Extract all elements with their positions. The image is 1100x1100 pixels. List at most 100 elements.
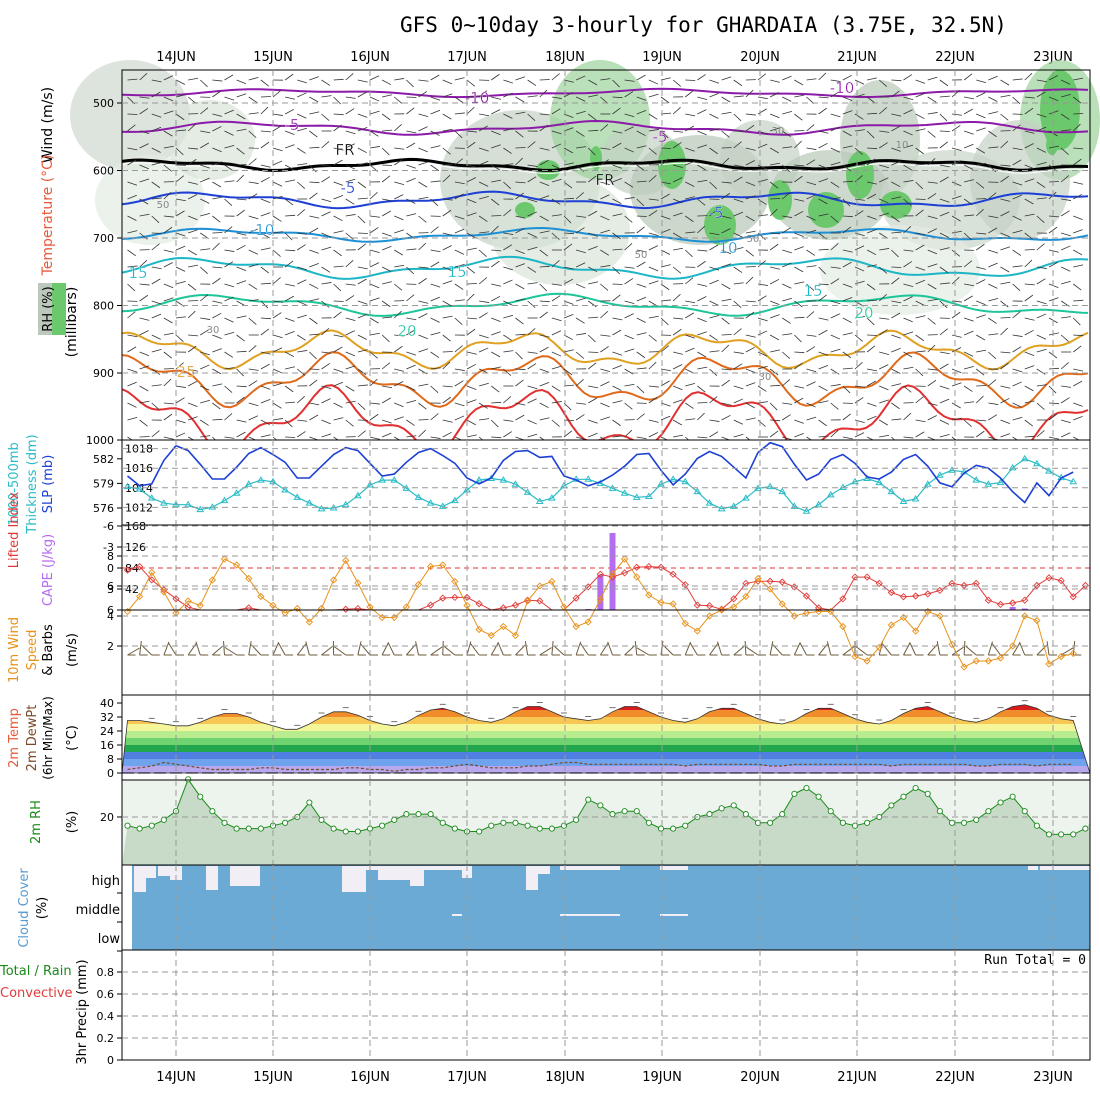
wind-barb: [988, 351, 997, 359]
wind-barb: [1036, 348, 1047, 353]
wind-barb: [333, 78, 344, 81]
wind-barb: [503, 266, 514, 271]
rh-point: [936, 808, 943, 815]
wind-speed-point: [451, 577, 459, 586]
wind-barb: [296, 368, 306, 376]
wind-barb: [1073, 193, 1083, 200]
wind-barb: [580, 643, 589, 656]
wind-barb: [345, 198, 355, 205]
wind-barb: [612, 364, 622, 370]
wind-barb: [1048, 75, 1059, 81]
date-label-top: 20JUN: [740, 50, 780, 65]
wind-barb: [479, 300, 490, 303]
wind-barb: [951, 113, 962, 116]
wind-barb: [600, 96, 609, 104]
wind-barb: [939, 300, 948, 309]
wind-barb: [1036, 91, 1046, 98]
wind-barb: [151, 126, 162, 132]
wind-barb: [285, 249, 296, 252]
temp-outline: [121, 704, 1091, 774]
wind-barb: [345, 419, 354, 427]
wind-barb: [782, 402, 793, 405]
wind-barb: [333, 334, 344, 338]
isotherm-20: [121, 292, 1089, 317]
wind-barb: [272, 160, 283, 166]
wind-barb: [976, 147, 986, 154]
wind-barb: [782, 333, 793, 336]
wind-barb: [188, 300, 199, 302]
cloud-fill-patch: [1028, 870, 1038, 918]
wind-speed-point: [257, 592, 265, 601]
wind-barb: [236, 128, 247, 132]
wind-barb: [272, 195, 283, 200]
wind-barb: [224, 145, 235, 149]
wind-barb: [903, 180, 914, 183]
wind-barb: [854, 266, 865, 272]
wind-barb: [551, 401, 562, 404]
wind-barb: [406, 385, 416, 391]
wind-barb: [721, 402, 732, 406]
wind-barb: [539, 283, 548, 292]
wind-barb: [272, 277, 281, 285]
wind-barb: [175, 245, 186, 251]
wind-barb: [248, 130, 257, 138]
wind-barb: [1024, 419, 1033, 427]
wind-barb: [212, 196, 223, 200]
wind-speed-point: [754, 574, 762, 583]
wind-barb: [866, 345, 876, 353]
wind-barb: [915, 266, 926, 271]
wind-barb: [527, 282, 538, 285]
wind-barb: [175, 175, 185, 183]
wind-barb: [163, 215, 174, 218]
wind-barb: [1060, 79, 1071, 85]
wind-barb: [684, 277, 694, 285]
date-label-top: 21JUN: [837, 50, 877, 65]
wind-barb: [709, 396, 718, 404]
wind-barb: [927, 344, 936, 353]
wind-barb: [721, 298, 732, 302]
cloud-fill-patch: [1052, 870, 1090, 912]
wind-barb: [200, 364, 210, 370]
wind-barb: [357, 384, 368, 387]
wind-barb: [497, 641, 504, 656]
wind-barb: [527, 79, 537, 86]
wind-barb: [515, 317, 524, 325]
wind-speed-point: [911, 627, 920, 635]
wind-barb: [963, 295, 973, 302]
li-point: [1045, 574, 1053, 582]
wind-speed-point: [778, 600, 786, 608]
wind-barb: [199, 294, 209, 302]
wind-barb: [794, 266, 804, 273]
wind-barb: [200, 329, 209, 336]
wind-barb: [466, 317, 477, 320]
rh-point: [718, 805, 725, 812]
wind-barb: [527, 398, 537, 404]
cloud-gap: [410, 866, 424, 886]
wind-barb: [576, 146, 587, 149]
wind-barb: [394, 181, 405, 185]
wind-barb: [418, 348, 429, 353]
wind-barb: [188, 181, 198, 185]
wind-barb: [260, 434, 271, 438]
wind-barb: [782, 414, 791, 421]
wind-barb: [951, 125, 961, 132]
wind-barb: [478, 215, 488, 222]
wind-barb: [454, 228, 465, 234]
thickness-point: [305, 499, 314, 506]
wind-barb: [830, 243, 839, 251]
wind-barb: [527, 266, 537, 273]
wind-barb: [1036, 181, 1046, 188]
wind-barb: [284, 351, 295, 358]
rh-point: [282, 819, 289, 826]
wind-barb: [466, 198, 477, 204]
wind-barb: [915, 419, 926, 423]
wind-barb: [672, 79, 682, 87]
wind-barb: [491, 96, 502, 100]
wind-barb: [260, 385, 271, 390]
wind-barb: [1048, 367, 1060, 370]
wind-barb: [636, 385, 645, 394]
wind-barb: [394, 264, 405, 268]
wind-barb: [842, 74, 852, 81]
contour-label: -5: [709, 204, 724, 222]
